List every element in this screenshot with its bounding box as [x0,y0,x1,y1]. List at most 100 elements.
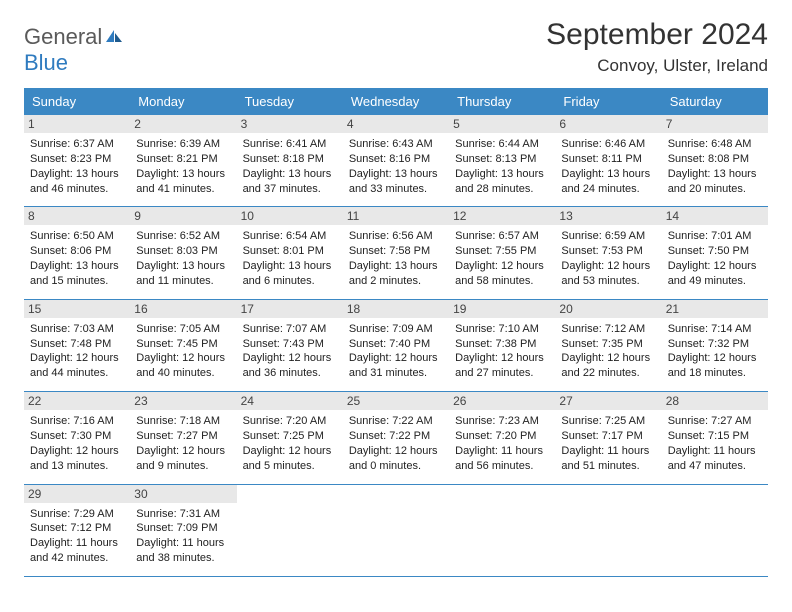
day-cell-empty [237,485,343,576]
day-info: Sunrise: 6:52 AMSunset: 8:03 PMDaylight:… [136,229,230,288]
day-info: Sunrise: 6:56 AMSunset: 7:58 PMDaylight:… [349,229,443,288]
day-info: Sunrise: 6:41 AMSunset: 8:18 PMDaylight:… [243,137,337,196]
day-info: Sunrise: 6:43 AMSunset: 8:16 PMDaylight:… [349,137,443,196]
day-cell-19: 19 Sunrise: 7:10 AMSunset: 7:38 PMDayligh… [449,300,555,391]
day-number: 9 [130,207,236,225]
day-number: 11 [343,207,449,225]
day-header-sunday: Sunday [24,88,130,115]
day-info: Sunrise: 7:29 AMSunset: 7:12 PMDaylight:… [30,507,124,566]
day-cell-30: 30 Sunrise: 7:31 AMSunset: 7:09 PMDayligh… [130,485,236,576]
day-header-friday: Friday [555,88,661,115]
day-cell-17: 17 Sunrise: 7:07 AMSunset: 7:43 PMDayligh… [237,300,343,391]
calendar: SundayMondayTuesdayWednesdayThursdayFrid… [24,88,768,577]
day-number: 16 [130,300,236,318]
day-info: Sunrise: 7:10 AMSunset: 7:38 PMDaylight:… [455,322,549,381]
day-cell-7: 7 Sunrise: 6:48 AMSunset: 8:08 PMDaylight… [662,115,768,206]
day-cell-15: 15 Sunrise: 7:03 AMSunset: 7:48 PMDayligh… [24,300,130,391]
day-number: 3 [237,115,343,133]
day-number: 4 [343,115,449,133]
day-info: Sunrise: 6:48 AMSunset: 8:08 PMDaylight:… [668,137,762,196]
day-cell-29: 29 Sunrise: 7:29 AMSunset: 7:12 PMDayligh… [24,485,130,576]
logo: General Blue [24,24,124,76]
day-number: 8 [24,207,130,225]
day-number: 15 [24,300,130,318]
day-header-wednesday: Wednesday [343,88,449,115]
day-cell-23: 23Sunrise: 7:18 AMSunset: 7:27 PMDayligh… [130,392,236,483]
day-info: Sunrise: 7:18 AMSunset: 7:27 PMDaylight:… [136,414,230,473]
day-number: 28 [662,392,768,410]
week-row: 29 Sunrise: 7:29 AMSunset: 7:12 PMDayligh… [24,485,768,577]
day-header-thursday: Thursday [449,88,555,115]
day-number: 30 [130,485,236,503]
day-number: 18 [343,300,449,318]
day-header-row: SundayMondayTuesdayWednesdayThursdayFrid… [24,88,768,115]
day-info: Sunrise: 7:14 AMSunset: 7:32 PMDaylight:… [668,322,762,381]
day-info: Sunrise: 7:01 AMSunset: 7:50 PMDaylight:… [668,229,762,288]
sail-icon [104,28,124,44]
day-info: Sunrise: 7:25 AMSunset: 7:17 PMDaylight:… [561,414,655,473]
day-cell-24: 24 Sunrise: 7:20 AMSunset: 7:25 PMDayligh… [237,392,343,483]
day-number: 12 [449,207,555,225]
day-number: 19 [449,300,555,318]
day-number: 29 [24,485,130,503]
day-info: Sunrise: 7:20 AMSunset: 7:25 PMDaylight:… [243,414,337,473]
day-number: 13 [555,207,661,225]
logo-text-general: General [24,24,102,49]
day-info: Sunrise: 7:12 AMSunset: 7:35 PMDaylight:… [561,322,655,381]
day-cell-10: 10 Sunrise: 6:54 AMSunset: 8:01 PMDayligh… [237,207,343,298]
day-cell-empty [555,485,661,576]
day-number: 26 [449,392,555,410]
day-cell-22: 22Sunrise: 7:16 AMSunset: 7:30 PMDayligh… [24,392,130,483]
day-info: Sunrise: 6:37 AMSunset: 8:23 PMDaylight:… [30,137,124,196]
day-cell-8: 8Sunrise: 6:50 AMSunset: 8:06 PMDaylight… [24,207,130,298]
day-info: Sunrise: 6:44 AMSunset: 8:13 PMDaylight:… [455,137,549,196]
month-title: September 2024 [546,18,768,52]
day-number: 7 [662,115,768,133]
day-info: Sunrise: 7:27 AMSunset: 7:15 PMDaylight:… [668,414,762,473]
title-block: September 2024 Convoy, Ulster, Ireland [546,18,768,76]
day-cell-6: 6 Sunrise: 6:46 AMSunset: 8:11 PMDaylight… [555,115,661,206]
day-cell-25: 25Sunrise: 7:22 AMSunset: 7:22 PMDayligh… [343,392,449,483]
day-cell-21: 21Sunrise: 7:14 AMSunset: 7:32 PMDayligh… [662,300,768,391]
day-info: Sunrise: 7:07 AMSunset: 7:43 PMDaylight:… [243,322,337,381]
day-cell-1: 1 Sunrise: 6:37 AMSunset: 8:23 PMDaylight… [24,115,130,206]
day-cell-13: 13 Sunrise: 6:59 AMSunset: 7:53 PMDayligh… [555,207,661,298]
week-row: 1 Sunrise: 6:37 AMSunset: 8:23 PMDaylight… [24,115,768,207]
day-number: 20 [555,300,661,318]
day-info: Sunrise: 7:16 AMSunset: 7:30 PMDaylight:… [30,414,124,473]
day-cell-2: 2 Sunrise: 6:39 AMSunset: 8:21 PMDaylight… [130,115,236,206]
day-cell-11: 11 Sunrise: 6:56 AMSunset: 7:58 PMDayligh… [343,207,449,298]
day-info: Sunrise: 7:05 AMSunset: 7:45 PMDaylight:… [136,322,230,381]
day-header-saturday: Saturday [662,88,768,115]
day-number: 10 [237,207,343,225]
week-row: 8Sunrise: 6:50 AMSunset: 8:06 PMDaylight… [24,207,768,299]
day-number: 17 [237,300,343,318]
day-cell-27: 27 Sunrise: 7:25 AMSunset: 7:17 PMDayligh… [555,392,661,483]
day-cell-20: 20 Sunrise: 7:12 AMSunset: 7:35 PMDayligh… [555,300,661,391]
day-info: Sunrise: 6:46 AMSunset: 8:11 PMDaylight:… [561,137,655,196]
day-cell-5: 5Sunrise: 6:44 AMSunset: 8:13 PMDaylight… [449,115,555,206]
day-header-tuesday: Tuesday [237,88,343,115]
day-number: 6 [555,115,661,133]
day-number: 24 [237,392,343,410]
day-cell-empty [449,485,555,576]
day-cell-16: 16 Sunrise: 7:05 AMSunset: 7:45 PMDayligh… [130,300,236,391]
day-header-monday: Monday [130,88,236,115]
day-info: Sunrise: 7:31 AMSunset: 7:09 PMDaylight:… [136,507,230,566]
day-number: 27 [555,392,661,410]
day-cell-26: 26 Sunrise: 7:23 AMSunset: 7:20 PMDayligh… [449,392,555,483]
day-number: 1 [24,115,130,133]
day-info: Sunrise: 7:23 AMSunset: 7:20 PMDaylight:… [455,414,549,473]
day-cell-12: 12 Sunrise: 6:57 AMSunset: 7:55 PMDayligh… [449,207,555,298]
day-info: Sunrise: 6:57 AMSunset: 7:55 PMDaylight:… [455,229,549,288]
day-cell-3: 3 Sunrise: 6:41 AMSunset: 8:18 PMDaylight… [237,115,343,206]
day-cell-28: 28 Sunrise: 7:27 AMSunset: 7:15 PMDayligh… [662,392,768,483]
day-info: Sunrise: 6:54 AMSunset: 8:01 PMDaylight:… [243,229,337,288]
day-cell-empty [662,485,768,576]
day-cell-18: 18 Sunrise: 7:09 AMSunset: 7:40 PMDayligh… [343,300,449,391]
day-info: Sunrise: 6:39 AMSunset: 8:21 PMDaylight:… [136,137,230,196]
day-info: Sunrise: 7:09 AMSunset: 7:40 PMDaylight:… [349,322,443,381]
day-info: Sunrise: 7:03 AMSunset: 7:48 PMDaylight:… [30,322,124,381]
day-info: Sunrise: 6:59 AMSunset: 7:53 PMDaylight:… [561,229,655,288]
day-number: 2 [130,115,236,133]
